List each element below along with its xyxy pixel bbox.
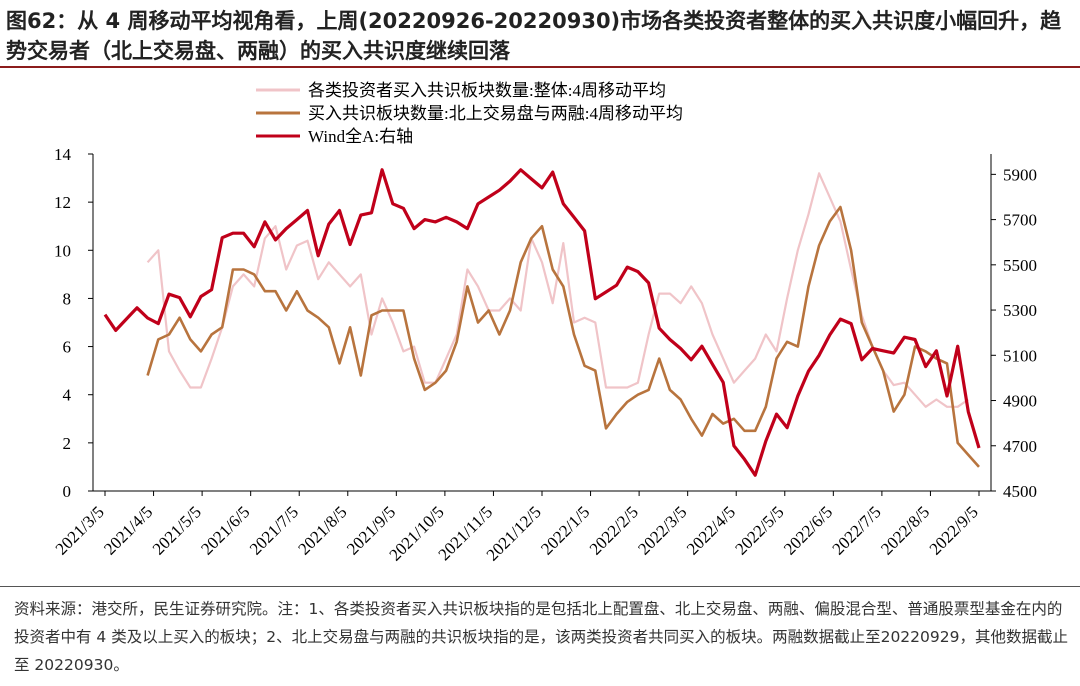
x-tick-label: 2021/7/5 [246,502,302,558]
x-tick-label: 2022/2/5 [586,502,642,558]
right-tick-label: 5500 [1003,256,1037,275]
legend-label-overall: 各类投资者买入共识板块数量:整体:4周移动平均 [308,81,666,100]
x-tick-label: 2022/9/5 [926,502,982,558]
x-tick-label: 2022/4/5 [683,502,739,558]
right-tick-label: 4900 [1003,392,1037,411]
x-tick-label: 2022/7/5 [829,502,885,558]
source-divider [0,586,1080,587]
x-tick-label: 2022/8/5 [877,502,933,558]
right-axis-ticks: 4500 4700 4900 5100 5300 5500 5700 5900 [991,165,1037,501]
series-line-wind [103,168,981,477]
x-tick-label: 2022/5/5 [731,502,787,558]
title-divider [0,66,1080,68]
x-tick-label: 2022/3/5 [634,502,690,558]
right-tick-label: 4700 [1003,437,1037,456]
line-chart: 各类投资者买入共识板块数量:整体:4周移动平均 买入共识板块数量:北上交易盘与两… [52,81,1037,565]
left-tick-label: 4 [63,386,72,405]
right-tick-label: 4500 [1003,482,1037,501]
left-tick-label: 12 [54,193,71,212]
x-axis-ticks: 2021/3/52021/4/52021/5/52021/6/52021/7/5… [52,491,982,565]
x-tick-label: 2021/5/5 [149,502,205,558]
series-line-overall [146,172,969,408]
x-tick-label: 2022/1/5 [537,502,593,558]
left-axis-ticks: 0 2 4 6 8 10 12 14 [54,145,93,501]
left-tick-label: 2 [63,434,72,453]
legend-label-north-margin: 买入共识板块数量:北上交易盘与两融:4周移动平均 [308,104,683,123]
left-tick-label: 10 [54,241,71,260]
right-tick-label: 5900 [1003,165,1037,184]
series-layer [103,168,981,477]
x-tick-label: 2021/4/5 [100,502,156,558]
left-tick-label: 8 [63,289,72,308]
x-tick-label: 2021/3/5 [52,502,108,558]
right-tick-label: 5100 [1003,346,1037,365]
legend-label-wind: Wind全A:右轴 [308,127,413,146]
chart-title: 图62：从 4 周移动平均视角看，上周(20220926-20220930)市场… [6,9,1062,63]
left-tick-label: 0 [63,482,72,501]
x-tick-label: 2021/6/5 [197,502,253,558]
right-tick-label: 5700 [1003,211,1037,230]
x-tick-label: 2022/6/5 [780,502,836,558]
series-line-north_margin [146,205,980,468]
legend: 各类投资者买入共识板块数量:整体:4周移动平均 买入共识板块数量:北上交易盘与两… [256,81,683,146]
x-tick-label: 2021/8/5 [294,502,350,558]
source-note: 资料来源：港交所，民生证券研究院。注：1、各类投资者买入共识板块指的是包括北上配… [14,600,1068,674]
left-tick-label: 6 [63,338,72,357]
left-tick-label: 14 [54,145,72,164]
right-tick-label: 5300 [1003,301,1037,320]
